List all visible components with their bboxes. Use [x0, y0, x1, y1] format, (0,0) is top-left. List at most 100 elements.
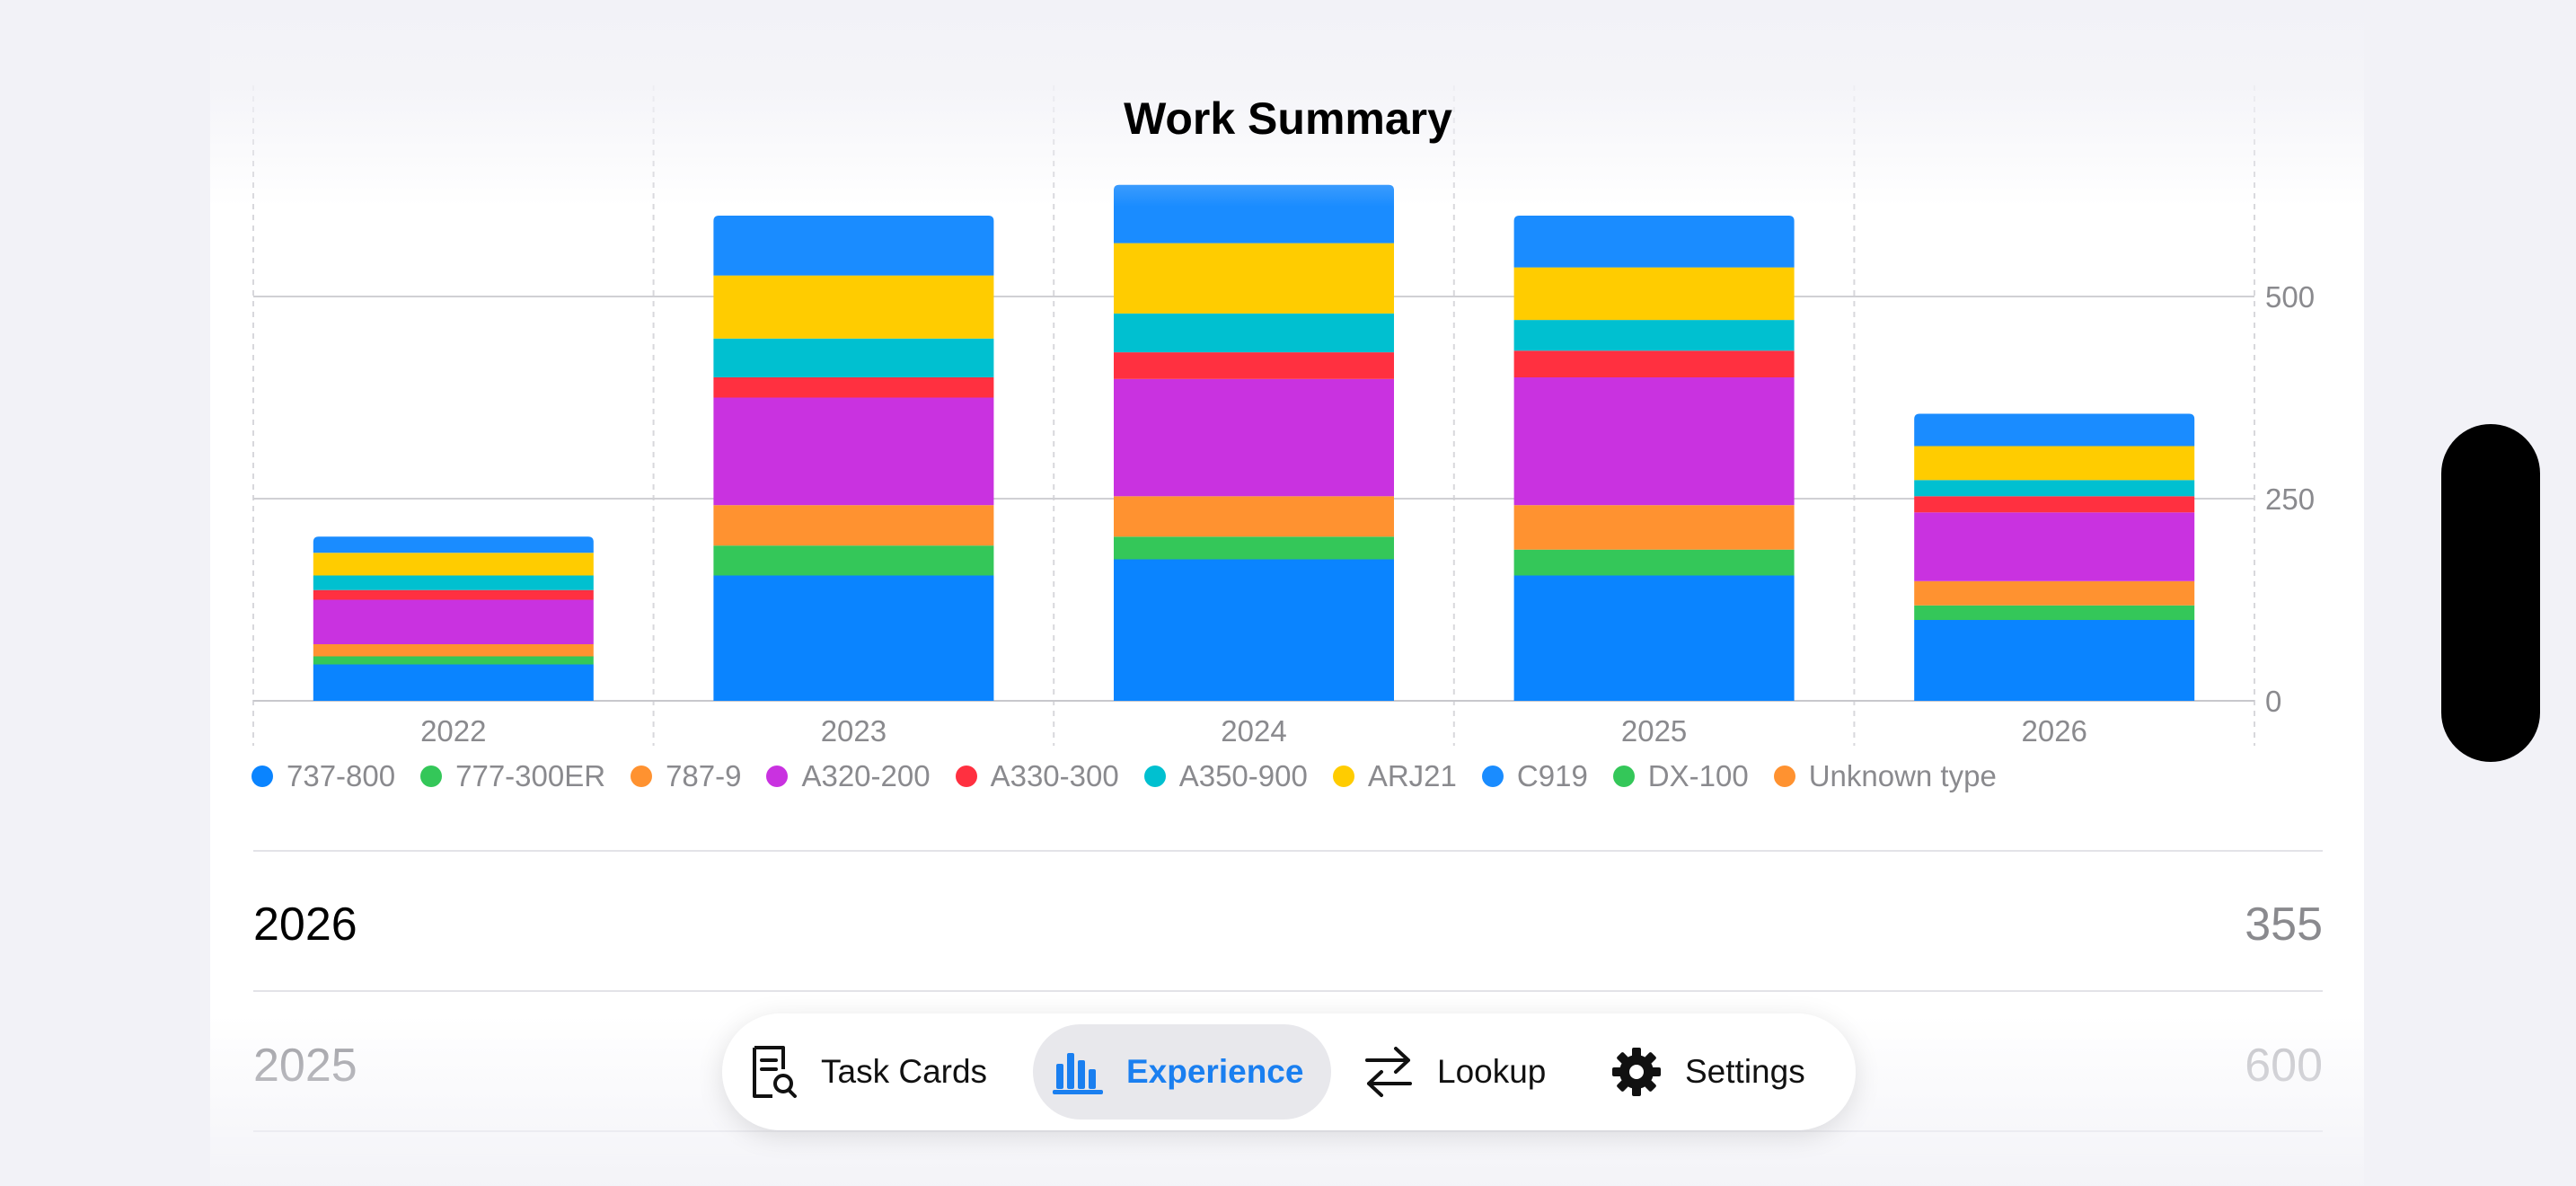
- x-tick-label: 2026: [2021, 714, 2086, 748]
- bar-segment[interactable]: [1114, 496, 1394, 537]
- bar-segment[interactable]: [713, 338, 994, 377]
- tab-label: Experience: [1126, 1053, 1304, 1090]
- bar-segment[interactable]: [1114, 559, 1394, 702]
- bar-segment[interactable]: [1513, 267, 1795, 321]
- bar-segment[interactable]: [1513, 575, 1795, 702]
- legend-label: DX-100: [1647, 759, 1749, 792]
- bar-segment[interactable]: [1513, 377, 1795, 506]
- bar-segment[interactable]: [713, 545, 994, 576]
- bar-segment[interactable]: [1914, 620, 2195, 701]
- bar-segment[interactable]: [1114, 352, 1394, 379]
- bar-segment[interactable]: [313, 644, 594, 657]
- legend-label: A350-900: [1178, 759, 1308, 792]
- bar-segment[interactable]: [713, 397, 994, 506]
- legend-dot: [631, 766, 653, 787]
- tab-experience[interactable]: Experience: [1033, 1024, 1331, 1120]
- bar-segment[interactable]: [1914, 446, 2195, 481]
- tab-label: Task Cards: [821, 1053, 988, 1090]
- legend-dot: [1773, 766, 1795, 787]
- x-tick-label: 2023: [821, 714, 887, 748]
- bar-segment[interactable]: [713, 275, 994, 339]
- year-row-2026[interactable]: 2026 355: [253, 880, 2323, 969]
- y-tick-label: 250: [2265, 482, 2315, 516]
- bars-layer: [313, 184, 2195, 702]
- x-tick-label: 2025: [1621, 714, 1687, 748]
- legend-item: A330-300: [955, 759, 1119, 793]
- legend-item: ARJ21: [1332, 759, 1457, 793]
- legend-label: C919: [1516, 759, 1588, 792]
- legend-item: A320-200: [766, 759, 931, 793]
- bar-segment[interactable]: [1914, 413, 2195, 447]
- bar-segment[interactable]: [1513, 350, 1795, 377]
- bar-segment[interactable]: [1513, 320, 1795, 351]
- bar-segment[interactable]: [1114, 536, 1394, 560]
- work-summary-chart: 0 250 500 2022 2023 2024 2025 2026: [252, 85, 2315, 748]
- y-tick-label: 0: [2265, 685, 2281, 718]
- legend-label: 737-800: [287, 759, 396, 792]
- bar-segment[interactable]: [1114, 313, 1394, 353]
- legend-item: Unknown type: [1773, 759, 1997, 793]
- bar-segment[interactable]: [313, 656, 594, 665]
- legend-dot: [955, 766, 977, 787]
- bar-segment[interactable]: [1513, 216, 1795, 268]
- scroll-handle[interactable]: [2441, 424, 2540, 762]
- bar-segment[interactable]: [1914, 496, 2195, 513]
- bar-segment[interactable]: [713, 377, 994, 398]
- bar-segment[interactable]: [313, 599, 594, 645]
- tab-task-cards[interactable]: Task Cards: [749, 1024, 1010, 1120]
- legend-item: 737-800: [251, 759, 395, 793]
- bar-segment[interactable]: [1513, 549, 1795, 576]
- legend-dot: [1143, 766, 1166, 787]
- arrows-swap-icon: [1365, 1047, 1412, 1097]
- legend-dot: [1481, 766, 1504, 787]
- bar-segment[interactable]: [313, 553, 594, 576]
- legend-dot: [1332, 766, 1354, 787]
- bar-segment[interactable]: [1513, 505, 1795, 550]
- x-tick-label: 2024: [1221, 714, 1286, 748]
- bar-segment[interactable]: [1914, 512, 2195, 581]
- row-year: 2025: [253, 1040, 357, 1092]
- bar-segment[interactable]: [313, 575, 594, 590]
- legend-dot: [1612, 766, 1635, 787]
- bar-segment[interactable]: [713, 216, 994, 276]
- row-total: 355: [2245, 898, 2323, 951]
- divider: [253, 990, 2323, 992]
- legend-label: A320-200: [801, 759, 931, 792]
- legend-dot: [251, 766, 273, 787]
- bar-segment[interactable]: [1114, 378, 1394, 497]
- tab-label: Lookup: [1437, 1053, 1547, 1090]
- legend-label: A330-300: [990, 759, 1119, 792]
- tab-label: Settings: [1685, 1053, 1805, 1090]
- bar-segment[interactable]: [1914, 580, 2195, 606]
- chart-title: Work Summary: [1124, 93, 1452, 144]
- bar-segment[interactable]: [313, 536, 594, 553]
- bar-segment[interactable]: [713, 505, 994, 546]
- bar-segment[interactable]: [313, 589, 594, 600]
- legend-label: 777-300ER: [455, 759, 606, 792]
- bar-segment[interactable]: [1914, 605, 2195, 620]
- legend-item: 787-9: [631, 759, 741, 793]
- legend-dot: [420, 766, 443, 787]
- bar-segment[interactable]: [713, 575, 994, 702]
- legend-item: C919: [1481, 759, 1588, 793]
- legend-item: A350-900: [1143, 759, 1308, 793]
- bar-segment[interactable]: [1114, 184, 1394, 243]
- legend-item: DX-100: [1612, 759, 1749, 793]
- y-tick-label: 500: [2265, 280, 2315, 314]
- bar-segment[interactable]: [1914, 480, 2195, 497]
- x-tick-label: 2022: [420, 714, 486, 748]
- divider: [253, 850, 2323, 852]
- legend-label: Unknown type: [1808, 759, 1997, 792]
- bar-segment[interactable]: [1114, 243, 1394, 314]
- legend-label: ARJ21: [1367, 759, 1457, 792]
- legend-item: 777-300ER: [420, 759, 605, 793]
- tab-bar: Task Cards Experience Lookup: [722, 1013, 1856, 1130]
- legend-label: 787-9: [666, 759, 742, 792]
- gear-icon: [1612, 1048, 1661, 1096]
- tab-lookup[interactable]: Lookup: [1363, 1024, 1579, 1120]
- labels-layer: 0 250 500 2022 2023 2024 2025 2026: [420, 280, 2315, 748]
- tab-settings[interactable]: Settings: [1611, 1024, 1836, 1120]
- row-total: 600: [2245, 1040, 2323, 1092]
- bar-segment[interactable]: [313, 664, 594, 702]
- row-year: 2026: [253, 898, 357, 951]
